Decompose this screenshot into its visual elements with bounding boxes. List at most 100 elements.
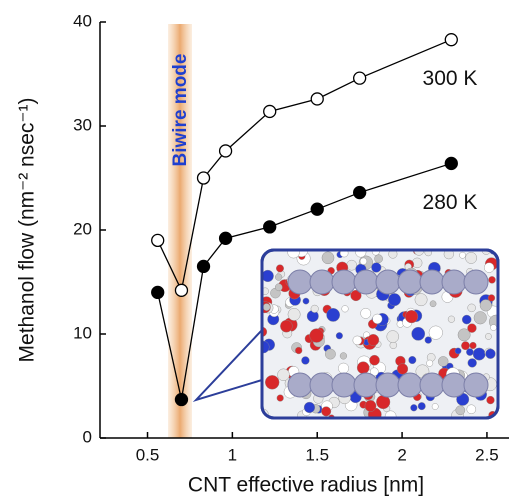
inset-atom	[277, 395, 284, 402]
inset-carbon	[464, 373, 488, 397]
inset-carbon	[398, 373, 422, 397]
inset-atom	[353, 336, 362, 345]
y-tick-label: 20	[73, 219, 92, 238]
inset-atom	[462, 315, 471, 324]
inset-atom	[371, 263, 381, 273]
inset-carbon	[376, 373, 400, 397]
y-tick-label: 10	[73, 323, 92, 342]
inset-atom	[311, 305, 319, 313]
inset-atom	[310, 329, 324, 343]
inset-atom	[327, 308, 340, 321]
inset-atom	[410, 404, 417, 411]
x-tick-label: 2	[397, 445, 406, 464]
inset-atom	[455, 348, 461, 354]
inset-atom	[275, 274, 282, 281]
inset-atom	[303, 298, 309, 304]
inset-atom	[369, 355, 379, 365]
y-tick-label: 40	[73, 11, 92, 30]
inset-atom	[489, 276, 496, 283]
inset-atom	[448, 316, 455, 323]
data-point	[198, 172, 210, 184]
inset-atom	[467, 324, 476, 333]
y-axis-label: Methanol flow (nm⁻² nsec⁻¹)	[16, 98, 39, 363]
y-tick-label: 30	[73, 115, 92, 134]
inset-atom	[490, 325, 496, 331]
inset-atom	[387, 331, 399, 343]
inset-atom	[347, 260, 357, 270]
inset-atom	[322, 252, 334, 264]
y-tick-label: 0	[83, 427, 92, 446]
inset-atom	[425, 337, 432, 344]
inset-atom	[412, 327, 425, 340]
series-label: 300 K	[423, 67, 478, 90]
data-point	[354, 187, 366, 199]
inset-atom	[276, 265, 283, 272]
inset-atom	[480, 300, 492, 312]
inset-atom	[467, 405, 476, 414]
inset-atom	[304, 402, 315, 413]
inset-atom	[368, 334, 379, 345]
inset-atom	[484, 263, 494, 273]
inset-atom	[487, 396, 495, 404]
x-tick-label: 2.5	[475, 445, 499, 464]
inset-atom	[374, 255, 382, 263]
inset-atom	[275, 284, 282, 291]
inset-atom	[355, 247, 366, 258]
chart: Biwire mode 0102030400.511.522.5300 K280…	[0, 0, 513, 501]
inset-atom	[280, 320, 292, 332]
data-point	[311, 203, 323, 215]
inset-atom	[432, 403, 438, 409]
inset-atom	[397, 364, 408, 375]
inset-atom	[301, 357, 309, 365]
inset-atom	[357, 362, 369, 374]
x-axis-label: CNT effective radius [nm]	[188, 474, 424, 497]
inset-atom	[466, 349, 473, 356]
inset-atom	[321, 407, 331, 417]
inset-atom	[361, 308, 371, 318]
inset-atom	[485, 333, 491, 339]
inset-carbon	[464, 270, 488, 294]
inset-carbon	[420, 373, 444, 397]
x-tick-label: 1	[228, 445, 237, 464]
inset-atom	[468, 304, 476, 312]
inset-atom	[372, 314, 382, 324]
inset-atom	[340, 353, 347, 360]
inset-atom	[465, 252, 476, 263]
inset-atom	[336, 332, 343, 339]
inset-atom	[418, 402, 425, 409]
inset-carbon	[354, 373, 378, 397]
data-point	[311, 93, 323, 105]
data-point	[445, 34, 457, 46]
data-point	[175, 394, 187, 406]
inset-atom	[468, 358, 477, 367]
inset-atom	[263, 304, 270, 311]
data-point	[152, 286, 164, 298]
inset-atom	[278, 369, 290, 381]
inset-atom	[415, 294, 427, 306]
inset-atom	[409, 356, 417, 364]
inset-carbon	[420, 270, 444, 294]
inset-atom	[430, 301, 436, 307]
inset-carbon	[310, 373, 334, 397]
data-point	[264, 105, 276, 117]
inset-atom	[262, 270, 274, 282]
annotation: Biwire mode	[170, 54, 191, 167]
inset-pointer	[196, 330, 262, 400]
data-point	[445, 157, 457, 169]
data-point	[264, 221, 276, 233]
inset-carbon	[442, 270, 466, 294]
series-label: 280 K	[423, 191, 478, 214]
inset-atom	[360, 258, 367, 265]
inset-carbon	[288, 270, 312, 294]
inset-atom	[474, 312, 487, 325]
inset-carbon	[376, 270, 400, 294]
inset-carbon	[398, 270, 422, 294]
inset-atom	[338, 363, 348, 373]
inset-carbon	[442, 373, 466, 397]
inset-atom	[288, 246, 300, 258]
inset-atom	[486, 349, 496, 359]
inset-carbon	[332, 270, 356, 294]
inset-atom	[265, 375, 279, 389]
data-point	[220, 145, 232, 157]
inset-carbon	[332, 373, 356, 397]
